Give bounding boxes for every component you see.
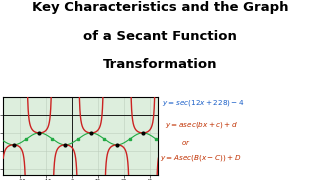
- Text: Key Characteristics and the Graph: Key Characteristics and the Graph: [32, 1, 288, 14]
- Text: Transformation: Transformation: [103, 58, 217, 71]
- Text: $y = asec(bx + c) + d$: $y = asec(bx + c) + d$: [165, 120, 238, 130]
- Text: $y = sec(12x + 228) - 4$: $y = sec(12x + 228) - 4$: [162, 98, 244, 108]
- Text: $or$: $or$: [181, 138, 190, 147]
- Text: $y = Asec(B(x - C)) + D$: $y = Asec(B(x - C)) + D$: [160, 153, 241, 163]
- Text: of a Secant Function: of a Secant Function: [83, 30, 237, 43]
